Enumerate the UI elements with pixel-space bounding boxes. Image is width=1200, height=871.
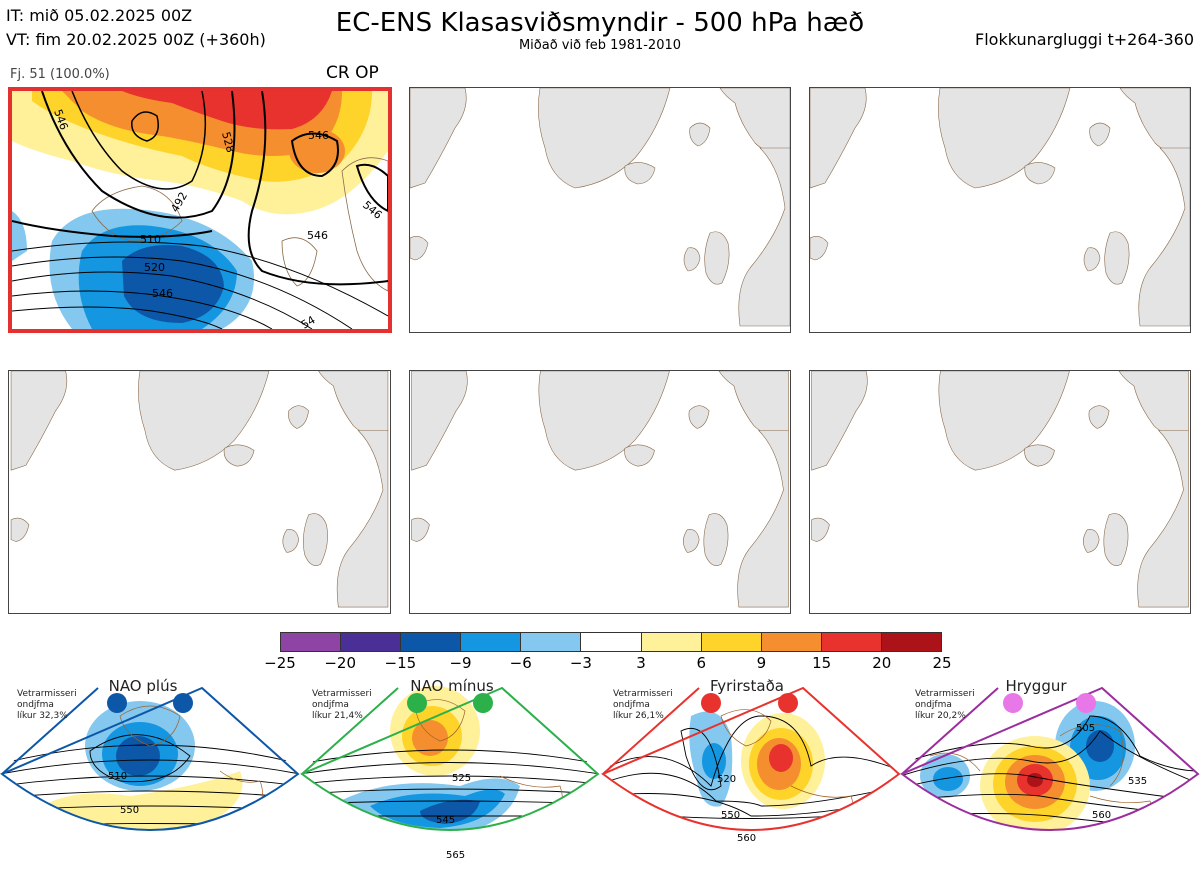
height-contours xyxy=(12,91,388,329)
regime-info-line: Vetrarmisseri xyxy=(915,689,975,699)
init-time: IT: mið 05.02.2025 00Z xyxy=(6,6,193,25)
regime-blocking-svg: 520 550 560 xyxy=(601,686,901,844)
regime-contour-label: 550 xyxy=(721,810,740,821)
regime-info: Vetrarmisseri ondjfma líkur 20,2% xyxy=(915,689,975,722)
cluster-map-5-svg xyxy=(411,371,789,608)
colorbar-tick-label: −3 xyxy=(569,654,592,672)
colorbar-tick-label: −15 xyxy=(384,654,417,672)
colorbar-swatch xyxy=(521,633,582,651)
cluster-map-2[interactable] xyxy=(409,87,791,333)
regime-info-line: Vetrarmisseri xyxy=(17,689,77,699)
regime-info-line: ondjfma xyxy=(312,700,349,710)
colorbar-tick-label: 25 xyxy=(932,654,952,672)
cluster-map-4[interactable] xyxy=(8,370,391,614)
regime-name: NAO mínus xyxy=(410,677,494,695)
colorbar-swatch xyxy=(701,633,762,651)
regime-info-line: Vetrarmisseri xyxy=(613,689,673,699)
contour-label: 528 xyxy=(219,130,237,154)
regime-nao-minus[interactable]: 525 545 565 xyxy=(300,676,600,871)
contour-label: 546 xyxy=(308,129,329,142)
colorbar-swatch xyxy=(461,633,522,651)
colorbar-swatch xyxy=(761,633,822,651)
colorbar-tick-label: −20 xyxy=(324,654,356,672)
colorbar-swatch xyxy=(341,633,402,651)
contour-label: 520 xyxy=(144,261,165,274)
contour-label: 492 xyxy=(168,190,190,215)
regime-name: Hryggur xyxy=(1005,677,1067,695)
regime-contour-label: 565 xyxy=(446,850,465,861)
colorbar-tick-label: −6 xyxy=(509,654,532,672)
contour-label: 546 xyxy=(360,198,384,221)
colorbar-swatch xyxy=(641,633,702,651)
page-subtitle: Miðað við feb 1981-2010 xyxy=(518,38,682,53)
regime-info: Vetrarmisseri ondjfma líkur 32,3% xyxy=(17,689,77,722)
cluster-map-2-svg xyxy=(410,88,790,327)
cluster-map-6-svg xyxy=(811,371,1189,608)
colorbar-swatch xyxy=(281,633,342,651)
colorbar-tick-label: 20 xyxy=(872,654,892,672)
colorbar xyxy=(280,632,942,652)
cluster-map-6[interactable] xyxy=(809,370,1191,614)
colorbar-swatch xyxy=(881,633,942,651)
regime-info-line: Vetrarmisseri xyxy=(312,689,372,699)
colorbar-swatch xyxy=(401,633,462,651)
regime-contour-label: 545 xyxy=(436,815,455,826)
colorbar-tick-label: −9 xyxy=(449,654,472,672)
regime-info-line: ondjfma xyxy=(915,700,952,710)
colorbar-swatch xyxy=(821,633,882,651)
colorbar-tick-label: 9 xyxy=(756,654,767,672)
regime-contour-label: 560 xyxy=(737,833,756,844)
regime-contour-label: 520 xyxy=(717,774,736,785)
cluster-map-1-svg: 510 520 528 546 492 546 546 546 546 54 xyxy=(12,91,388,329)
regime-info: Vetrarmisseri ondjfma líkur 21,4% xyxy=(312,689,372,722)
classification-window: Flokkunargluggi t+264-360 xyxy=(975,30,1194,49)
regime-nao-minus-svg: 525 545 565 xyxy=(300,686,600,861)
regime-ridge-svg: 505 535 560 xyxy=(900,686,1200,831)
cluster-tag: CR OP xyxy=(326,63,379,83)
contour-label: 54 xyxy=(299,313,318,329)
regime-contour-label: 510 xyxy=(108,771,127,782)
cluster-map-3-svg xyxy=(810,88,1190,327)
colorbar-swatch xyxy=(581,633,642,651)
colorbar-tick-label: −25 xyxy=(264,654,296,672)
regime-name: Fyrirstaða xyxy=(710,677,784,695)
regime-info: Vetrarmisseri ondjfma líkur 26,1% xyxy=(613,689,673,722)
valid-time: VT: fim 20.02.2025 00Z (+360h) xyxy=(6,30,266,49)
colorbar-tick-label: 3 xyxy=(636,654,646,672)
regime-contour-label: 505 xyxy=(1076,723,1095,734)
colorbar-tick-label: 15 xyxy=(812,654,832,672)
contour-label: 546 xyxy=(152,287,173,300)
regime-contour-label: 550 xyxy=(120,805,139,816)
regime-info-line: líkur 26,1% xyxy=(613,711,664,721)
regime-info-line: líkur 32,3% xyxy=(17,711,68,721)
contour-label: 510 xyxy=(140,233,161,246)
regime-ridge[interactable]: 505 535 560 xyxy=(900,676,1200,871)
cluster-map-5[interactable] xyxy=(409,370,791,614)
cluster-map-4-svg xyxy=(10,371,389,608)
page-title: EC-ENS Klasasviðsmyndir - 500 hPa hæð xyxy=(335,8,865,38)
regime-info-line: ondjfma xyxy=(613,700,650,710)
regime-contour-label: 535 xyxy=(1128,776,1147,787)
regime-contour-label: 525 xyxy=(452,773,471,784)
positive-anomaly xyxy=(12,91,388,215)
colorbar-tick-label: 6 xyxy=(696,654,707,672)
regime-blocking[interactable]: 520 550 560 xyxy=(601,676,901,871)
cluster-map-1[interactable]: 510 520 528 546 492 546 546 546 546 54 xyxy=(8,87,392,333)
regime-name: NAO plús xyxy=(108,677,178,695)
regime-info-line: líkur 21,4% xyxy=(312,711,363,721)
regime-contour-label: 560 xyxy=(1092,810,1111,821)
regime-nao-plus-svg: 510 550 xyxy=(0,686,300,831)
cluster-count: Fj. 51 (100.0%) xyxy=(10,67,110,82)
regime-info-line: líkur 20,2% xyxy=(915,711,966,721)
regime-nao-plus[interactable]: 510 550 xyxy=(0,676,300,871)
cluster-map-3[interactable] xyxy=(809,87,1191,333)
regime-info-line: ondjfma xyxy=(17,700,54,710)
contour-label: 546 xyxy=(307,229,328,242)
